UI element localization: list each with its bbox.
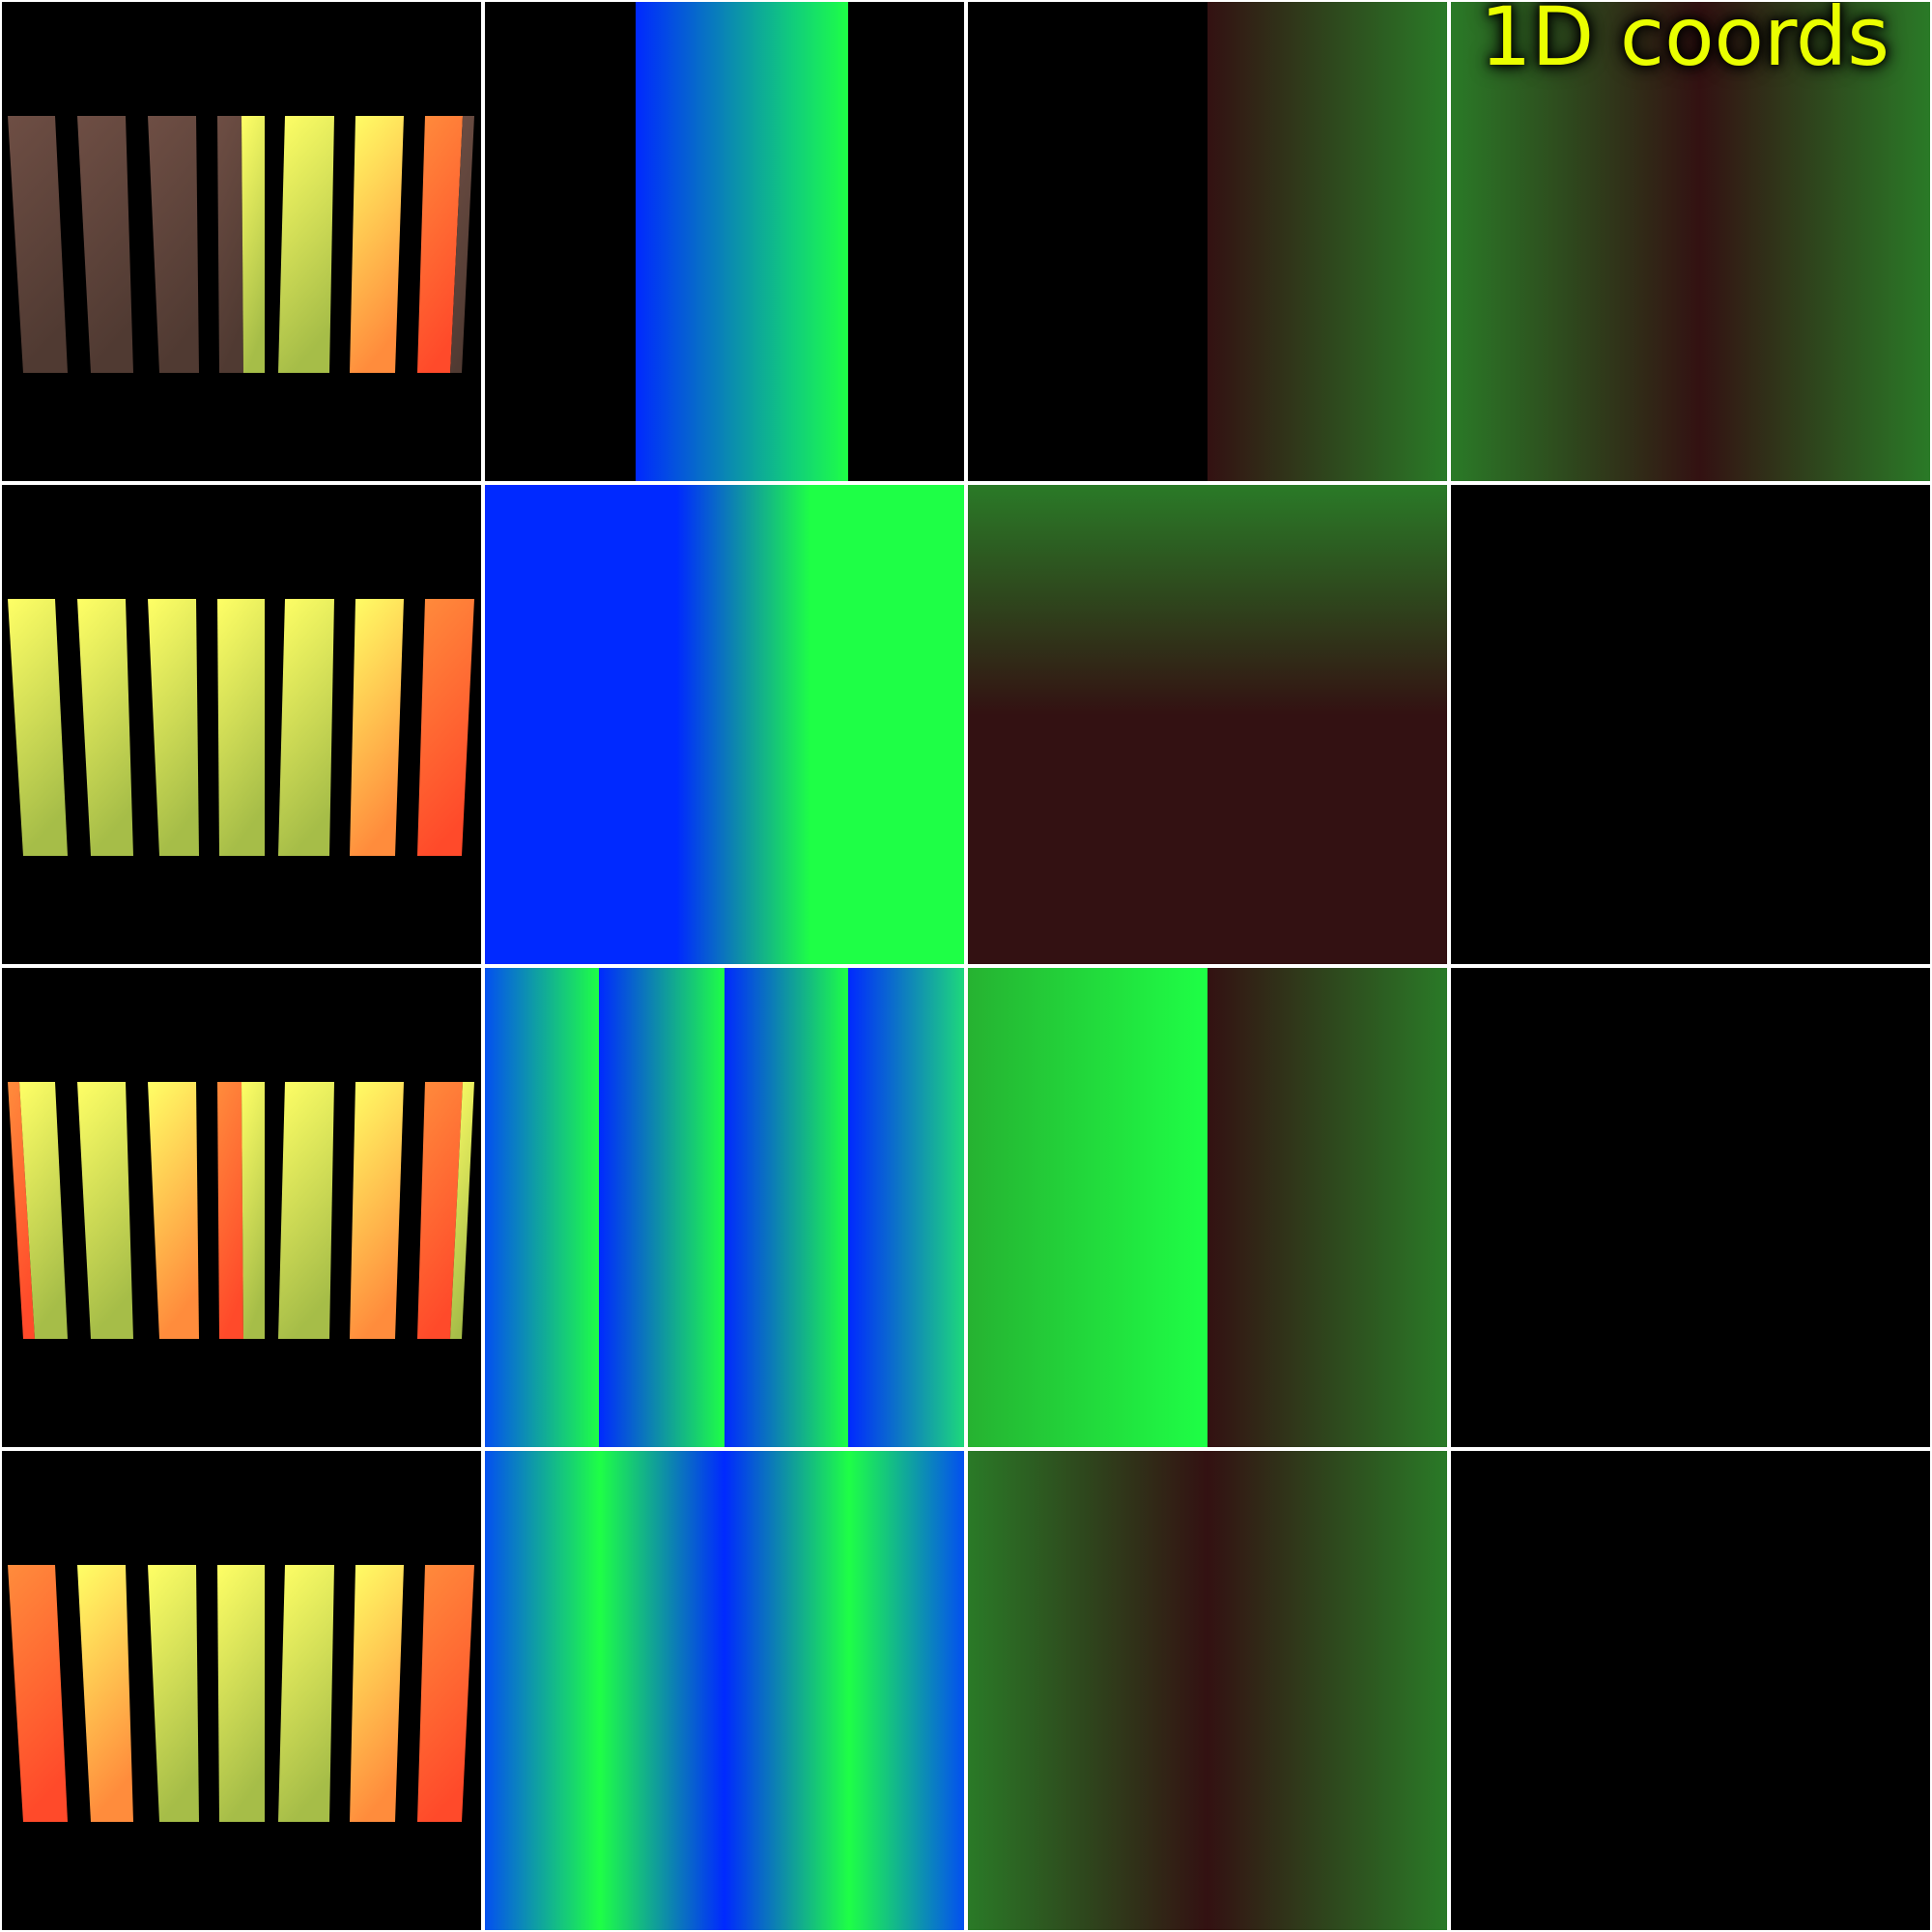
bar-3 bbox=[148, 599, 199, 856]
empty-tile-r2c4 bbox=[1451, 485, 1930, 964]
bar-3 bbox=[148, 116, 199, 373]
bar-7-right bbox=[450, 116, 474, 373]
bar-4-right bbox=[242, 1082, 265, 1339]
empty-tile-r3c4 bbox=[1451, 968, 1930, 1447]
bar-4 bbox=[217, 1565, 265, 1822]
bar-1 bbox=[8, 1565, 68, 1822]
bar-1 bbox=[8, 599, 68, 856]
render-tile-r3 bbox=[2, 968, 481, 1447]
bar-6 bbox=[350, 116, 404, 373]
bar-5 bbox=[278, 1565, 334, 1822]
render-tile-r2 bbox=[2, 485, 481, 964]
gradient-tile-r1c4: 1D coords bbox=[1451, 2, 1930, 481]
bar-7-left bbox=[417, 1082, 463, 1339]
render-tile-r4 bbox=[2, 1451, 481, 1930]
bars-r3 bbox=[8, 1082, 474, 1339]
gradient-tile-r1c3 bbox=[968, 2, 1447, 481]
red-green-band bbox=[1208, 2, 1447, 481]
caption-label: 1D coords bbox=[1480, 2, 1889, 84]
bar-7-right bbox=[450, 1082, 474, 1339]
bar-6 bbox=[350, 1565, 404, 1822]
gradient-tile-r3c2 bbox=[485, 968, 964, 1447]
render-tile-r1 bbox=[2, 2, 481, 481]
bar-1-right bbox=[19, 1082, 68, 1339]
gradient-tile-r2c3 bbox=[968, 485, 1447, 964]
bar-2 bbox=[77, 1082, 133, 1339]
blue-green-band bbox=[636, 2, 848, 481]
bar-2 bbox=[77, 599, 133, 856]
gradient-tile-r3c3 bbox=[968, 968, 1447, 1447]
gradient-tile-r4c3 bbox=[968, 1451, 1447, 1930]
bar-5 bbox=[278, 599, 334, 856]
bar-7 bbox=[417, 1565, 474, 1822]
bar-6 bbox=[350, 599, 404, 856]
bars-r1 bbox=[8, 116, 474, 373]
bars-r4 bbox=[8, 1565, 474, 1822]
bar-6 bbox=[350, 1082, 404, 1339]
gradient-tile-r4c2 bbox=[485, 1451, 964, 1930]
bar-4-right bbox=[242, 116, 265, 373]
bar-1 bbox=[8, 116, 68, 373]
gradient-tile-r1c2 bbox=[485, 2, 964, 481]
bars-r2 bbox=[8, 599, 474, 856]
bar-2 bbox=[77, 1565, 133, 1822]
bar-1-left bbox=[8, 1082, 35, 1339]
bar-2 bbox=[77, 116, 133, 373]
bar-4-left bbox=[217, 116, 243, 373]
empty-tile-r4c4 bbox=[1451, 1451, 1930, 1930]
bar-4-left bbox=[217, 1082, 243, 1339]
bar-5 bbox=[278, 116, 334, 373]
bar-7-left bbox=[417, 116, 463, 373]
bar-3 bbox=[148, 1082, 199, 1339]
bar-3 bbox=[148, 1565, 199, 1822]
gradient-tile-r2c2 bbox=[485, 485, 964, 964]
bar-4 bbox=[217, 599, 265, 856]
bar-7 bbox=[417, 599, 474, 856]
bar-5 bbox=[278, 1082, 334, 1339]
